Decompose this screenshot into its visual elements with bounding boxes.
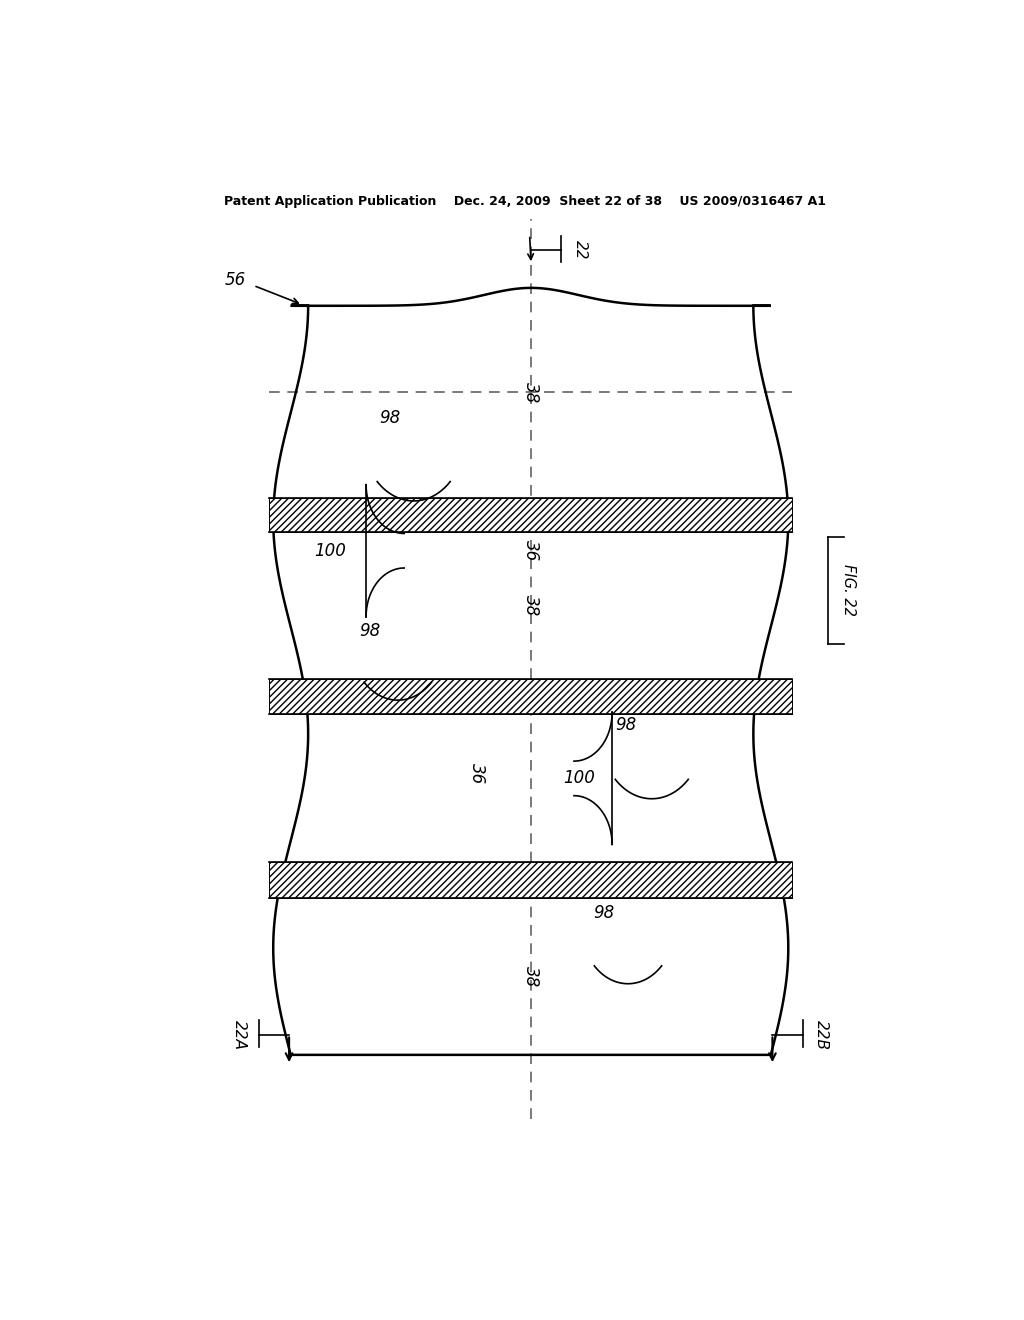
Text: 100: 100: [563, 770, 595, 788]
Bar: [269, 678, 793, 714]
Text: 100: 100: [314, 541, 346, 560]
Text: 56: 56: [224, 272, 246, 289]
Text: 22: 22: [572, 240, 588, 260]
Bar: [269, 862, 793, 899]
Text: 36: 36: [522, 540, 540, 561]
Text: FIG. 22: FIG. 22: [841, 565, 856, 616]
Text: 36: 36: [468, 763, 486, 784]
Text: 38: 38: [522, 381, 540, 403]
Text: 98: 98: [615, 715, 637, 734]
Bar: [269, 498, 793, 532]
Text: 22B: 22B: [814, 1019, 829, 1049]
Text: 22A: 22A: [232, 1019, 248, 1049]
Text: 98: 98: [379, 409, 400, 426]
Text: Patent Application Publication    Dec. 24, 2009  Sheet 22 of 38    US 2009/03164: Patent Application Publication Dec. 24, …: [224, 194, 825, 207]
Bar: [269, 862, 793, 899]
Text: 98: 98: [594, 904, 614, 921]
Text: 98: 98: [359, 622, 381, 640]
Text: 38: 38: [522, 595, 540, 616]
Bar: [269, 678, 793, 714]
Bar: [269, 498, 793, 532]
Text: 38: 38: [522, 966, 540, 987]
